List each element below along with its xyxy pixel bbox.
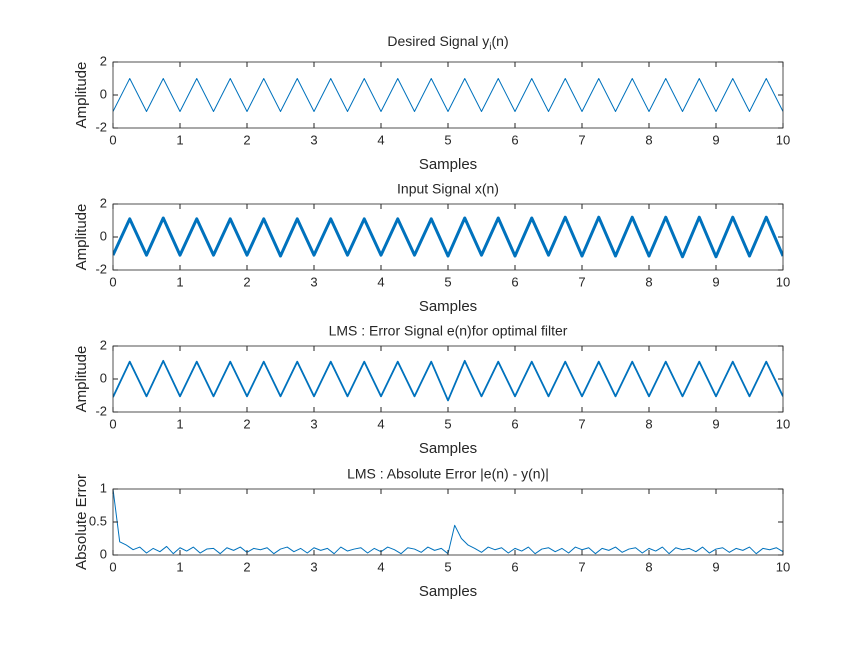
x-tick-label: 5	[444, 132, 451, 147]
y-tick-label: -2	[95, 403, 107, 418]
x-tick-label: 4	[377, 416, 384, 431]
x-tick-label: 0	[109, 274, 116, 289]
x-tick-label: 4	[377, 132, 384, 147]
data-line	[113, 359, 783, 402]
plot	[113, 359, 783, 402]
x-tick-label: 9	[712, 416, 719, 431]
x-tick-label: 2	[243, 416, 250, 431]
y-tick-label: -2	[95, 261, 107, 276]
x-tick-label: 3	[310, 416, 317, 431]
x-axis-label: Samples	[419, 156, 477, 173]
x-tick-label: 6	[511, 132, 518, 147]
x-tick-label: 1	[176, 559, 183, 574]
x-tick-label: 5	[444, 274, 451, 289]
x-tick-label: 10	[776, 416, 790, 431]
title-part: Desired Signal y	[387, 33, 489, 49]
x-tick-label: 9	[712, 559, 719, 574]
data-line	[113, 78, 783, 112]
plot	[113, 78, 783, 112]
x-tick-label: 1	[176, 274, 183, 289]
x-tick-label: 6	[511, 274, 518, 289]
plot-area	[113, 489, 783, 555]
x-tick-label: 1	[176, 132, 183, 147]
plot-area	[113, 346, 783, 412]
title-part: (n)	[492, 33, 509, 49]
x-tick-label: 3	[310, 274, 317, 289]
y-axis-label: Amplitude	[73, 62, 90, 129]
x-tick-label: 1	[176, 416, 183, 431]
x-tick-label: 9	[712, 132, 719, 147]
x-tick-label: 8	[645, 416, 652, 431]
y-axis-label: Amplitude	[73, 346, 90, 413]
x-tick-label: 9	[712, 274, 719, 289]
x-tick-label: 6	[511, 416, 518, 431]
chart-title: LMS : Absolute Error |e(n) - y(n)|	[347, 466, 549, 482]
y-tick-label: 1	[100, 480, 107, 495]
x-tick-label: 7	[578, 559, 585, 574]
x-axis-label: Samples	[419, 298, 477, 315]
x-tick-label: 0	[109, 132, 116, 147]
data-line	[113, 215, 783, 259]
x-axis-label: Samples	[419, 440, 477, 457]
chart-title: Desired Signal yi(n)	[387, 33, 508, 53]
x-tick-label: 2	[243, 132, 250, 147]
x-tick-label: 7	[578, 416, 585, 431]
y-axis-label: Absolute Error	[73, 474, 90, 570]
x-tick-label: 8	[645, 559, 652, 574]
plot-area	[113, 204, 783, 270]
chart-title: Input Signal x(n)	[397, 181, 499, 197]
x-tick-label: 8	[645, 132, 652, 147]
x-tick-label: 10	[776, 274, 790, 289]
y-tick-label: 2	[100, 53, 107, 68]
plot-area	[113, 62, 783, 128]
y-tick-label: 0	[100, 370, 107, 385]
x-tick-label: 3	[310, 132, 317, 147]
x-tick-label: 8	[645, 274, 652, 289]
chart-title: LMS : Error Signal e(n)for optimal filte…	[329, 323, 568, 339]
x-tick-label: 5	[444, 416, 451, 431]
y-tick-label: 2	[100, 195, 107, 210]
x-tick-label: 0	[109, 559, 116, 574]
x-tick-label: 3	[310, 559, 317, 574]
y-tick-label: 0	[100, 86, 107, 101]
x-tick-label: 10	[776, 559, 790, 574]
x-tick-label: 0	[109, 416, 116, 431]
y-tick-label: 0	[100, 228, 107, 243]
title-part: i	[489, 42, 491, 53]
x-tick-label: 10	[776, 132, 790, 147]
x-tick-label: 2	[243, 559, 250, 574]
y-tick-label: -2	[95, 119, 107, 134]
x-tick-label: 6	[511, 559, 518, 574]
y-tick-label: 0.5	[89, 513, 107, 528]
x-tick-label: 4	[377, 559, 384, 574]
x-tick-label: 7	[578, 132, 585, 147]
x-tick-label: 4	[377, 274, 384, 289]
x-tick-label: 2	[243, 274, 250, 289]
y-axis-label: Amplitude	[73, 204, 90, 271]
y-tick-label: 2	[100, 337, 107, 352]
x-tick-label: 5	[444, 559, 451, 574]
x-axis-label: Samples	[419, 583, 477, 600]
y-tick-label: 0	[100, 546, 107, 561]
plot	[113, 215, 783, 259]
x-tick-label: 7	[578, 274, 585, 289]
